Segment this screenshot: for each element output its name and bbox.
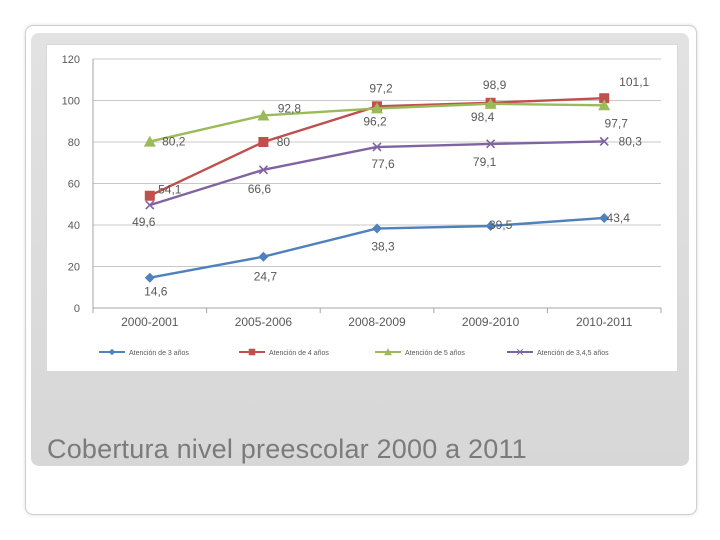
data-point bbox=[258, 251, 269, 262]
data-point bbox=[258, 137, 269, 147]
data-label: 66,6 bbox=[248, 182, 272, 196]
data-label: 80 bbox=[277, 135, 291, 149]
y-tick-label: 40 bbox=[68, 220, 80, 232]
y-tick-label: 20 bbox=[68, 262, 80, 274]
data-point bbox=[144, 272, 155, 283]
data-label: 14,6 bbox=[144, 285, 168, 299]
data-label: 79,1 bbox=[473, 155, 497, 169]
data-point bbox=[371, 102, 383, 114]
data-label: 24,7 bbox=[254, 270, 278, 284]
data-label: 54,1 bbox=[158, 183, 182, 197]
data-label: 98,9 bbox=[483, 78, 507, 92]
data-point bbox=[258, 165, 268, 175]
legend-label: Atención de 5 años bbox=[405, 350, 465, 357]
slide-title: Cobertura nivel preescolar 2000 a 2011 bbox=[47, 434, 527, 464]
y-tick-label: 60 bbox=[68, 179, 80, 191]
data-point bbox=[486, 139, 496, 149]
data-label: 49,6 bbox=[132, 215, 156, 229]
data-label: 97,7 bbox=[605, 116, 629, 130]
line-chart: 0 20 40 60 80 100 120 2000-2001 2005-2006 2008-20… bbox=[62, 54, 662, 357]
data-label: 80,2 bbox=[162, 135, 186, 149]
data-point bbox=[145, 200, 155, 210]
data-label: 97,2 bbox=[369, 81, 393, 95]
y-tick-label: 100 bbox=[62, 96, 80, 108]
x-tick-label: 2009-2010 bbox=[462, 315, 520, 329]
data-point bbox=[143, 135, 156, 147]
data-label: 101,1 bbox=[619, 75, 649, 89]
data-point bbox=[599, 136, 609, 146]
x-tick-label: 2000-2001 bbox=[121, 315, 179, 329]
x-tick-label: 2005-2006 bbox=[235, 315, 293, 329]
data-point bbox=[485, 221, 496, 232]
data-point bbox=[599, 93, 610, 104]
legend-marker bbox=[248, 348, 256, 356]
legend-marker bbox=[517, 349, 523, 355]
data-label: 77,6 bbox=[371, 157, 395, 171]
legend-label: Atención de 4 años bbox=[269, 350, 329, 357]
data-label: 43,4 bbox=[607, 211, 631, 225]
data-label: 98,4 bbox=[471, 110, 495, 124]
legend-label: Atención de 3,4,5 años bbox=[537, 350, 609, 357]
data-point bbox=[598, 99, 611, 111]
legend-label: Atención de 3 años bbox=[129, 350, 189, 357]
y-tick-label: 120 bbox=[62, 54, 80, 66]
legend-marker bbox=[108, 348, 116, 356]
data-point bbox=[599, 212, 610, 223]
data-point bbox=[484, 97, 497, 109]
data-label: 38,3 bbox=[371, 240, 395, 254]
series-line bbox=[149, 140, 605, 207]
data-point bbox=[372, 142, 382, 152]
legend-marker bbox=[384, 348, 392, 356]
data-label: 39,5 bbox=[489, 218, 513, 232]
data-label: 80,3 bbox=[619, 134, 643, 148]
x-tick-label: 2008-2009 bbox=[348, 315, 406, 329]
data-point bbox=[144, 190, 155, 201]
data-label: 92,8 bbox=[278, 101, 302, 115]
data-label: 96,2 bbox=[363, 114, 387, 128]
y-tick-label: 80 bbox=[68, 137, 80, 149]
data-point bbox=[372, 223, 382, 234]
data-point bbox=[257, 109, 270, 121]
chart-container: 0 20 40 60 80 100 120 2000-2001 2005-2006 2008-20… bbox=[46, 44, 678, 372]
x-tick-label: 2010-2011 bbox=[576, 315, 633, 329]
y-tick-label: 0 bbox=[74, 303, 80, 315]
